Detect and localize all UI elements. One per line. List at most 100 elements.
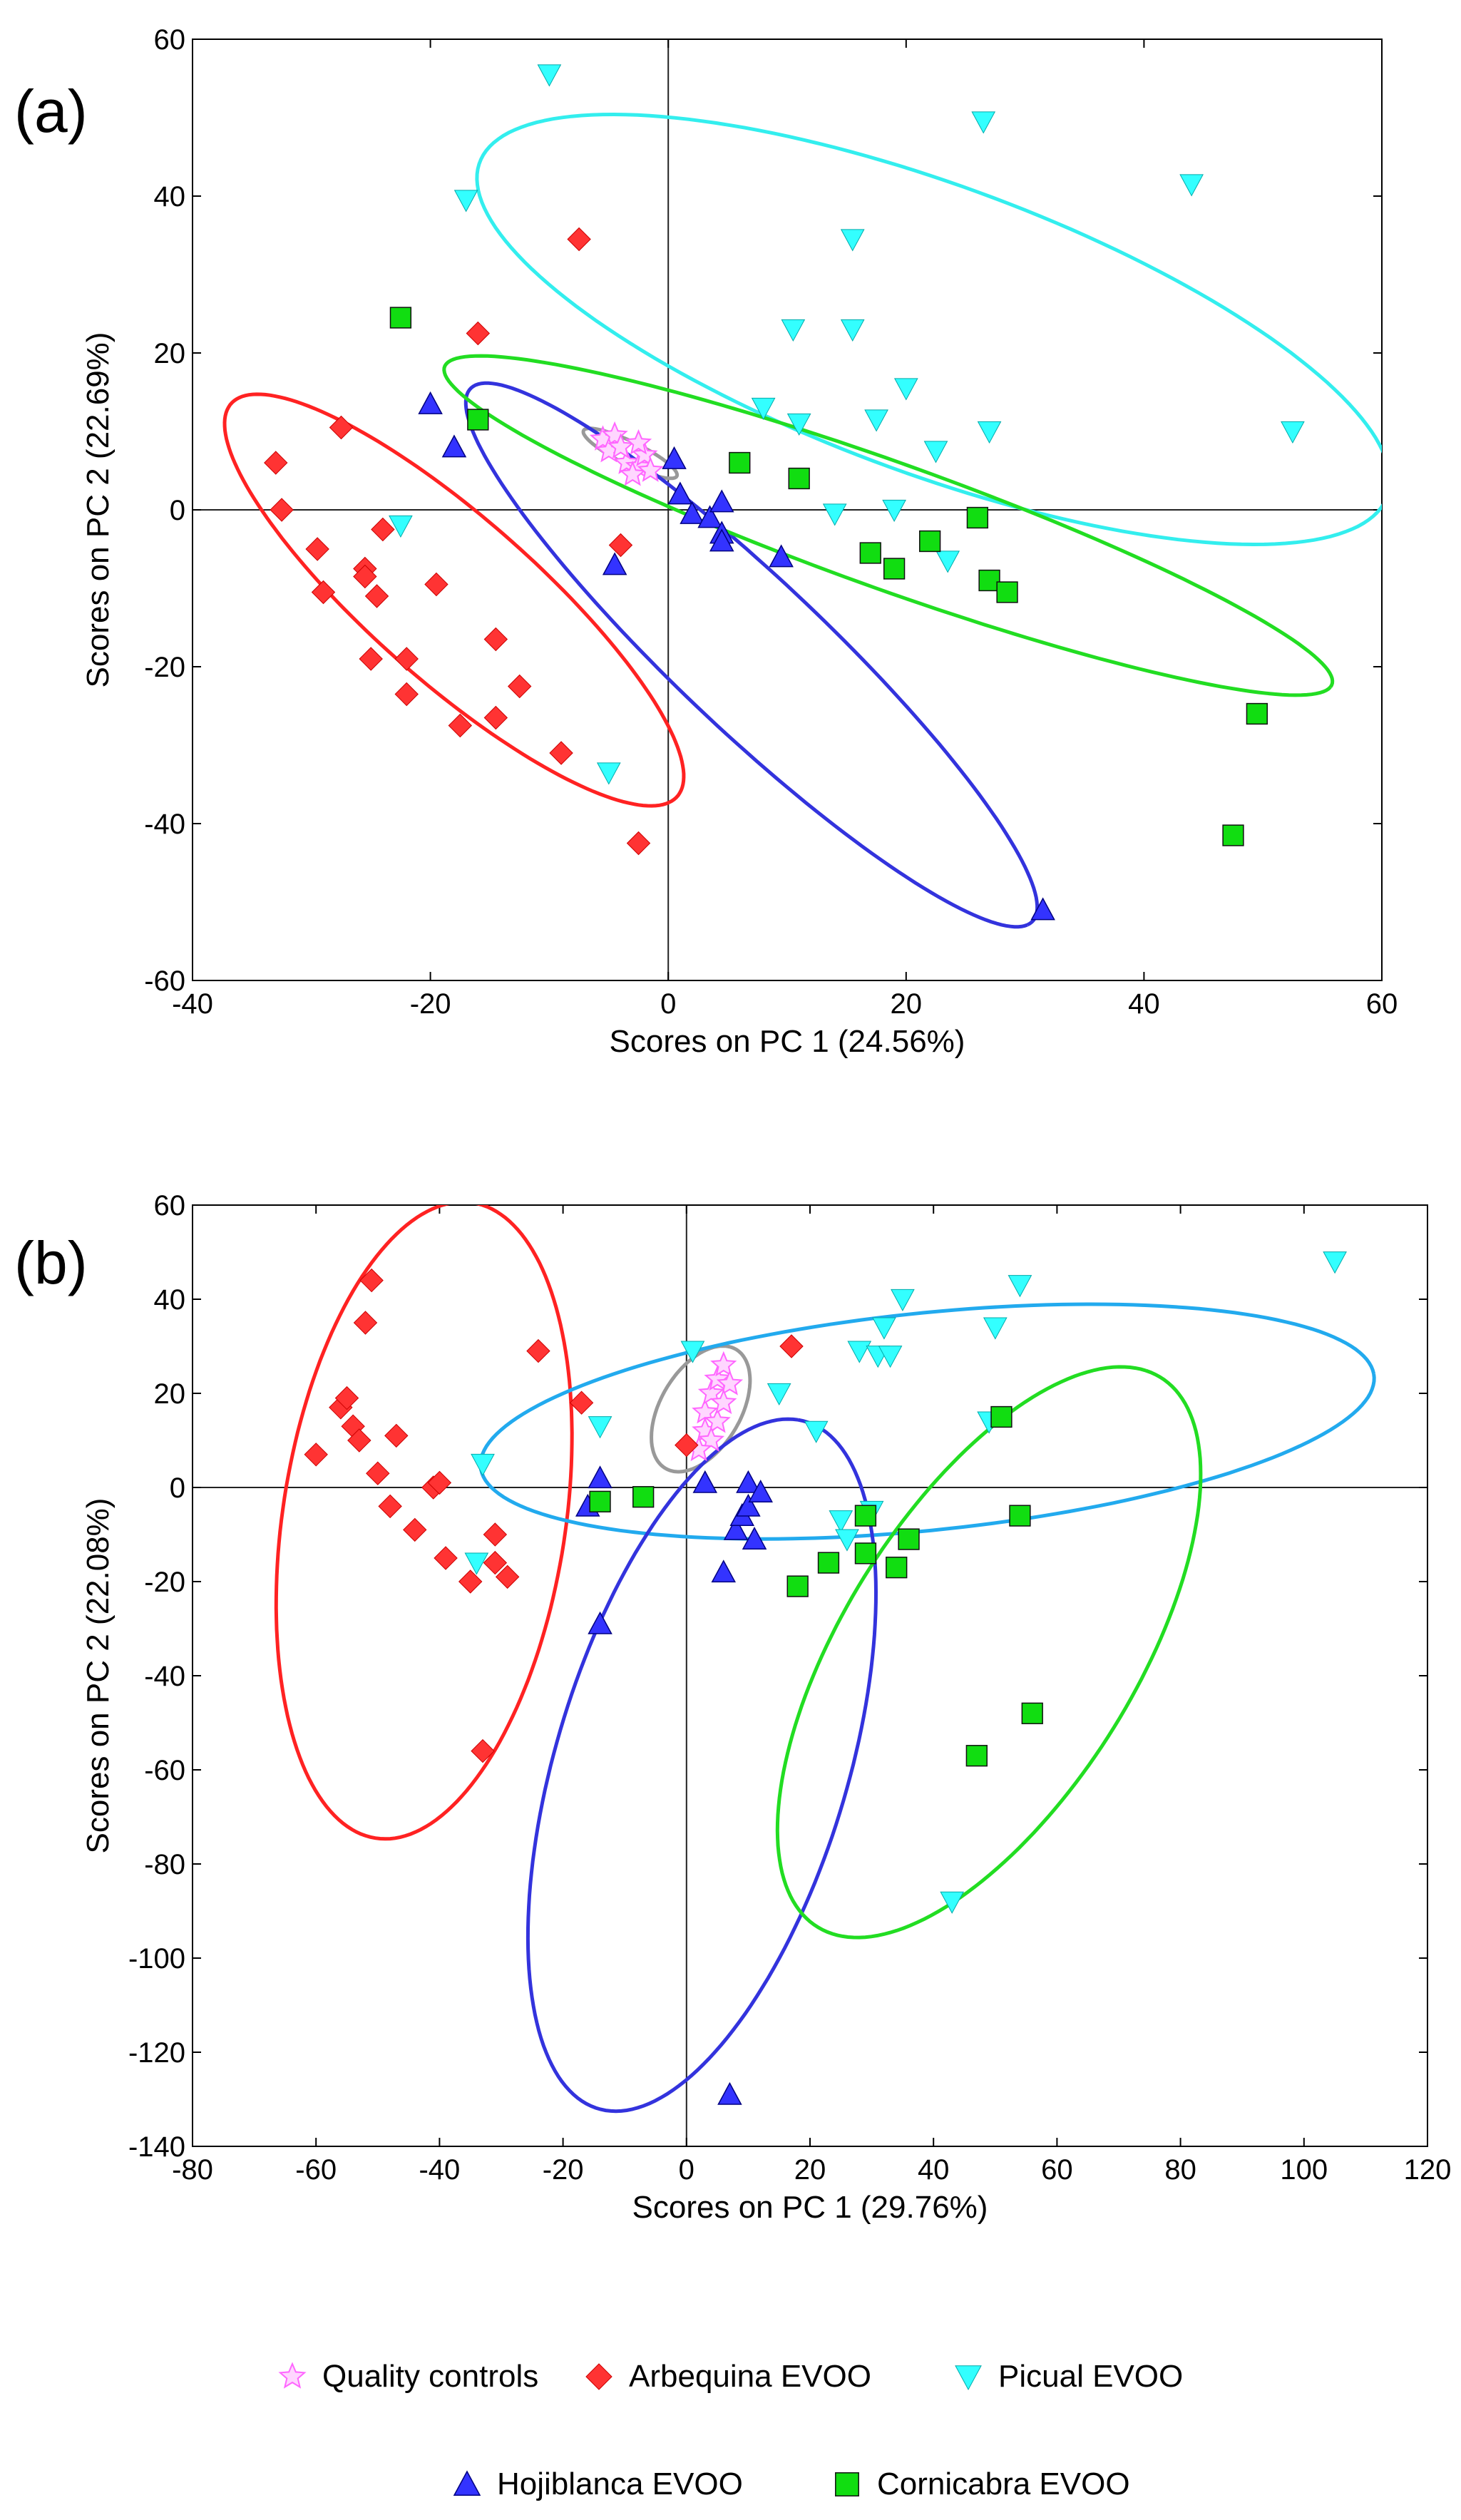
panel-b-point-arbequina-evoo bbox=[569, 1390, 594, 1415]
panel-b-point-cornicabra-evoo bbox=[965, 1745, 988, 1767]
panel-b-series-hojiblanca-evoo bbox=[575, 1465, 773, 2105]
panel-b-point-arbequina-evoo bbox=[458, 1569, 483, 1594]
panel-b-point-arbequina-evoo bbox=[526, 1338, 550, 1363]
panel-a-point-hojiblanca-evoo bbox=[769, 544, 794, 568]
panel-a-point-arbequina-evoo bbox=[483, 705, 508, 730]
panel-a-point-quality-controls bbox=[637, 456, 664, 482]
panel-b-y-tick-label: -100 bbox=[128, 1943, 185, 1974]
panel-a-point-arbequina-evoo bbox=[608, 533, 633, 558]
panel-b-point-picual-evoo bbox=[872, 1317, 896, 1340]
panel-a-point-hojiblanca-evoo bbox=[418, 391, 443, 414]
panel-a-x-tick-label: -40 bbox=[172, 988, 213, 1020]
panel-b-point-cornicabra-evoo bbox=[817, 1552, 840, 1574]
panel-a-point-arbequina-evoo bbox=[264, 451, 288, 475]
panel-a-ellipse-arbequina-evoo bbox=[222, 392, 686, 808]
panel-a-confidence-ellipses bbox=[222, 112, 1382, 929]
panel-a-point-arbequina-evoo bbox=[359, 647, 383, 671]
panel-b-point-quality-controls bbox=[704, 1407, 731, 1433]
panel-a-point-arbequina-evoo bbox=[311, 580, 336, 605]
panel-b-point-arbequina-evoo bbox=[427, 1470, 452, 1495]
legend-label-arb: Arbequina EVOO bbox=[629, 2359, 871, 2394]
panel-a-series-cornicabra-evoo bbox=[389, 307, 1268, 846]
panel-a-point-arbequina-evoo bbox=[371, 517, 395, 542]
panel-a-point-arbequina-evoo bbox=[507, 674, 532, 699]
panel-b-y-tick-label: 60 bbox=[154, 1190, 186, 1221]
panel-a-point-picual-evoo bbox=[840, 229, 865, 252]
legend-marker-hoj bbox=[453, 2470, 481, 2496]
panel-b-point-cornicabra-evoo bbox=[898, 1528, 920, 1550]
panel-b-point-picual-evoo bbox=[835, 1529, 859, 1552]
panel-a-point-picual-evoo bbox=[923, 441, 948, 463]
panel-b-point-arbequina-evoo bbox=[471, 1738, 495, 1763]
panel-b-point-arbequina-evoo bbox=[403, 1517, 427, 1542]
panel-a-y-tick-label: 40 bbox=[154, 181, 186, 212]
panel-b-point-cornicabra-evoo bbox=[589, 1490, 611, 1512]
panel-a-x-tick-label: -20 bbox=[410, 988, 451, 1020]
panel-a-point-cornicabra-evoo bbox=[729, 451, 751, 474]
panel-b-point-quality-controls bbox=[710, 1388, 737, 1415]
panel-a-point-hojiblanca-evoo bbox=[709, 489, 734, 513]
panel-b-point-cornicabra-evoo bbox=[1021, 1702, 1043, 1724]
panel-b-ellipse-quality-controls bbox=[650, 1344, 752, 1474]
panel-a-point-picual-evoo bbox=[781, 319, 806, 342]
panel-a-y-axis-label: Scores on PC 2 (22.69%) bbox=[81, 332, 116, 688]
panel-a-point-cornicabra-evoo bbox=[1222, 824, 1244, 846]
panel-b-point-arbequina-evoo bbox=[334, 1386, 359, 1410]
legend-label-cor: Cornicabra EVOO bbox=[877, 2467, 1130, 2501]
panel-a-point-arbequina-evoo bbox=[466, 321, 491, 346]
panel-a-point-cornicabra-evoo bbox=[467, 409, 489, 431]
panel-a-point-picual-evoo bbox=[786, 413, 811, 436]
panel-b-x-tick-label: 20 bbox=[794, 2154, 826, 2186]
panel-a-point-picual-evoo bbox=[389, 515, 413, 538]
panel-a-ellipse-picual-evoo bbox=[475, 112, 1382, 547]
panel-b-x-tick-label: 0 bbox=[679, 2154, 694, 2186]
panel-a-point-cornicabra-evoo bbox=[996, 581, 1018, 603]
panel-a-y-tick-label: -60 bbox=[144, 966, 185, 997]
panel-b-y-tick-label: 0 bbox=[170, 1472, 185, 1504]
panel-a-point-picual-evoo bbox=[1179, 174, 1204, 197]
panel-a-point-picual-evoo bbox=[751, 397, 776, 421]
panel-a-point-hojiblanca-evoo bbox=[441, 434, 467, 458]
panel-b-ellipse-picual-evoo bbox=[478, 1302, 1376, 1541]
panel-b-y-tick-label: -60 bbox=[144, 1755, 185, 1786]
panel-b-point-arbequina-evoo bbox=[366, 1461, 390, 1485]
panel-a-point-cornicabra-evoo bbox=[788, 467, 810, 490]
panel-b-point-hojiblanca-evoo bbox=[717, 2081, 742, 2105]
panel-a-point-arbequina-evoo bbox=[549, 741, 573, 765]
legend-label-qc: Quality controls bbox=[322, 2359, 538, 2394]
panel-b-point-picual-evoo bbox=[940, 1891, 965, 1914]
panel-b-point-hojiblanca-evoo bbox=[723, 1517, 749, 1540]
panel-a-point-arbequina-evoo bbox=[329, 415, 354, 440]
panel-b-ellipse-arbequina-evoo bbox=[274, 1205, 574, 1841]
panel-b-point-picual-evoo bbox=[588, 1416, 612, 1439]
panel-b-y-tick-label: -120 bbox=[128, 2037, 185, 2069]
panel-a-point-arbequina-evoo bbox=[394, 682, 419, 707]
legend-item-arb: Arbequina EVOO bbox=[585, 2359, 871, 2394]
panel-a-point-arbequina-evoo bbox=[567, 227, 591, 252]
panel-b-point-cornicabra-evoo bbox=[854, 1542, 877, 1564]
legend-marker-arb bbox=[585, 2363, 612, 2390]
panel-a-point-quality-controls bbox=[607, 433, 635, 459]
panel-a-point-arbequina-evoo bbox=[353, 564, 377, 589]
panel-b-x-tick-label: 40 bbox=[918, 2154, 950, 2186]
panel-a-point-hojiblanca-evoo bbox=[602, 552, 627, 575]
panel-a-y-tick-label: 0 bbox=[170, 495, 185, 526]
panel-a-y-tick-label: 20 bbox=[154, 338, 186, 369]
panel-b-point-arbequina-evoo bbox=[353, 1311, 378, 1335]
panel-b-point-picual-evoo bbox=[680, 1341, 705, 1363]
panel-b-x-tick-label: -40 bbox=[419, 2154, 460, 2186]
panel-b-point-picual-evoo bbox=[891, 1289, 915, 1312]
panel-a-point-cornicabra-evoo bbox=[966, 506, 989, 529]
panel-a-x-axis-label: Scores on PC 1 (24.56%) bbox=[610, 1024, 965, 1059]
legend-item-pic: Picual EVOO bbox=[955, 2359, 1183, 2394]
panel-a-y-tick-label: -40 bbox=[144, 809, 185, 840]
panel-b-point-arbequina-evoo bbox=[359, 1268, 384, 1293]
panel-a-point-hojiblanca-evoo bbox=[697, 505, 722, 528]
panel-a-point-picual-evoo bbox=[935, 550, 960, 573]
panel-b-point-hojiblanca-evoo bbox=[711, 1559, 737, 1583]
panel-b-point-arbequina-evoo bbox=[675, 1433, 699, 1458]
panel-b-x-axis-label: Scores on PC 1 (29.76%) bbox=[632, 2190, 988, 2225]
panel-a-point-picual-evoo bbox=[882, 499, 906, 523]
panel-b-point-picual-evoo bbox=[471, 1453, 495, 1477]
